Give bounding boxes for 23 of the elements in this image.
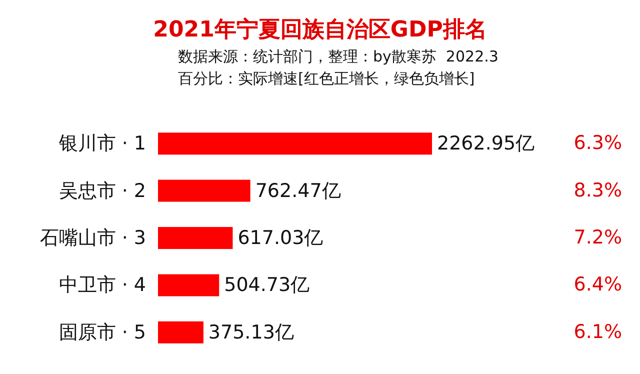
y-tick-label: 固原市 · 5: [58, 321, 146, 344]
data-label: 617.03亿: [238, 227, 324, 249]
data-label: 504.73亿: [224, 274, 310, 296]
bar: [158, 274, 220, 296]
data-label: 375.13亿: [208, 321, 294, 344]
text: 7.2%: [574, 226, 622, 248]
text: 8.3%: [574, 179, 622, 202]
chart-title: 2021年宁夏回族自治区GDP排名: [153, 16, 487, 42]
chart-subtitle: 数据来源：统计部门，整理：by散寒苏 2022.3: [178, 48, 498, 66]
bar: [158, 180, 250, 202]
text: 6.1%: [574, 320, 622, 343]
text: 6.3%: [574, 132, 622, 154]
data-label: 2262.95亿: [437, 132, 535, 155]
y-tick-label: 石嘴山市 · 3: [40, 227, 146, 249]
data-label: 762.47亿: [255, 180, 341, 202]
y-tick-label: 中卫市 · 4: [58, 274, 146, 296]
text: 6.4%: [574, 274, 622, 296]
bar: [158, 321, 204, 344]
y-tick-label: 吴忠市 · 2: [58, 180, 146, 202]
y-tick-label: 银川市 · 1: [58, 132, 146, 155]
text: 百分比：实际增速[红色正增长，绿色负增长]: [178, 70, 475, 88]
bar: [158, 132, 432, 155]
bar: [158, 227, 233, 249]
